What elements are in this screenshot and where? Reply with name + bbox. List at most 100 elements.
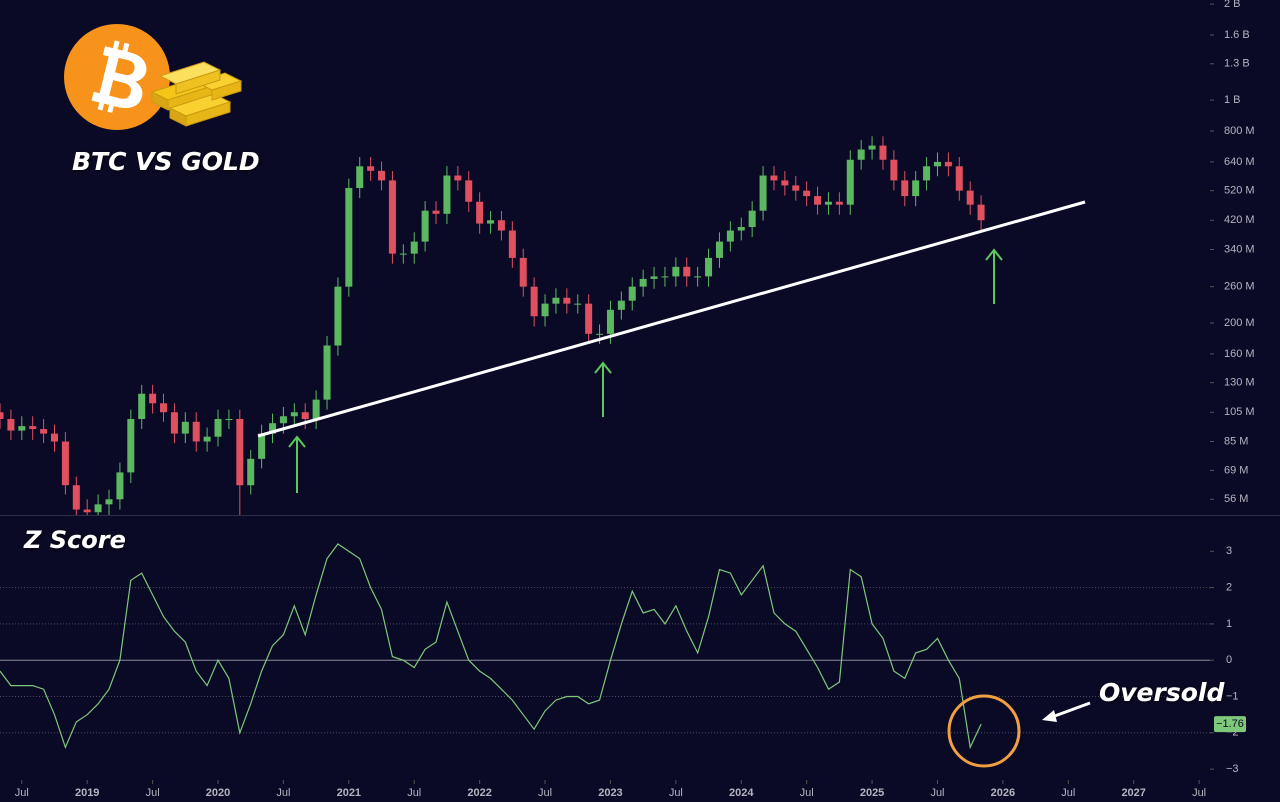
chart-title: BTC VS GOLD: [72, 147, 260, 176]
candle-body: [770, 175, 778, 181]
x-tick-label: 2027: [1121, 787, 1145, 799]
candle-body: [94, 504, 102, 513]
x-tick-label: Jul: [538, 787, 552, 799]
candle-body: [737, 226, 745, 231]
candle-body: [454, 175, 462, 181]
candle-body: [410, 241, 418, 254]
candle-body: [617, 300, 625, 310]
candle-body: [40, 429, 48, 434]
y-tick-label: 200 M: [1224, 317, 1255, 329]
x-tick-label: Jul: [407, 787, 421, 799]
y-tick-label: 800 M: [1224, 125, 1255, 137]
last-value-label: −1.76: [1216, 718, 1244, 730]
candle-body: [312, 399, 320, 419]
x-tick-label: 2022: [467, 787, 491, 799]
candle-body: [912, 180, 920, 197]
candle-body: [269, 423, 277, 434]
candle-body: [944, 161, 952, 167]
candle-body: [214, 418, 222, 437]
candle-body: [138, 393, 146, 419]
support-arrows: [288, 248, 1003, 493]
candle-body: [803, 190, 811, 197]
candle-body: [345, 188, 353, 287]
z-score-line: [0, 543, 982, 750]
candle-body: [0, 412, 4, 419]
trend-line: [257, 200, 1086, 438]
candle-body: [72, 485, 80, 510]
candle-body: [519, 257, 527, 287]
candle-body: [977, 204, 985, 221]
panel-title: Z Score: [23, 526, 126, 554]
candle-body: [748, 210, 756, 227]
candle-body: [879, 145, 887, 160]
y-tick-label: 160 M: [1224, 348, 1255, 360]
candle-body: [694, 276, 702, 278]
candle-body: [323, 345, 331, 400]
candle-body: [465, 180, 473, 202]
candle-body: [563, 297, 571, 304]
y-tick-label: 3: [1226, 545, 1232, 557]
y-tick-label: 2 B: [1224, 0, 1241, 10]
candle-body: [585, 303, 593, 334]
candle-body: [487, 220, 495, 224]
y-tick-label: 0: [1226, 654, 1232, 666]
y-tick-label: 130 M: [1224, 377, 1255, 389]
logo: [64, 24, 243, 130]
candle-body: [835, 201, 843, 205]
candle-body: [192, 421, 200, 442]
price-panel: [0, 136, 985, 515]
y-tick-label: 340 M: [1224, 243, 1255, 255]
candle-body: [923, 166, 931, 181]
candle-body: [301, 412, 309, 419]
candle-body: [857, 149, 865, 160]
y-tick-label: 69 M: [1224, 464, 1248, 476]
candle-body: [476, 201, 484, 224]
x-tick-label: 2019: [75, 787, 99, 799]
annotation: Oversold: [1099, 678, 1225, 707]
candle-body: [846, 159, 854, 205]
x-tick-label: 2023: [598, 787, 622, 799]
candle-body: [378, 170, 386, 181]
y-tick-label: 2: [1226, 582, 1232, 594]
candle-body: [824, 201, 832, 205]
candle-body: [356, 166, 364, 189]
y-tick-label: 1 B: [1224, 94, 1241, 106]
x-tick-label: 2026: [991, 787, 1015, 799]
candle-body: [181, 421, 189, 434]
candle-body: [105, 499, 113, 505]
candle-body: [116, 472, 124, 500]
candle-body: [683, 266, 691, 277]
oversold-circle: [947, 694, 1021, 768]
candle-body: [290, 412, 298, 417]
candle-body: [715, 241, 723, 258]
y-tick-label: 1: [1226, 618, 1232, 630]
candle-body: [432, 210, 440, 214]
x-tick-label: Jul: [1192, 787, 1206, 799]
candle-body: [258, 433, 266, 459]
candle-body: [955, 166, 963, 191]
candle-body: [541, 303, 549, 317]
candle-body: [966, 190, 974, 205]
y-tick-label: 640 M: [1224, 156, 1255, 168]
candle-body: [149, 393, 157, 404]
x-tick-label: 2024: [729, 787, 754, 799]
candle-body: [574, 303, 582, 305]
candle-body: [890, 159, 898, 181]
candle-body: [639, 278, 647, 287]
candle-body: [388, 180, 396, 254]
candle-body: [814, 196, 822, 205]
candle-body: [203, 436, 211, 442]
candle-body: [334, 286, 342, 346]
candle-body: [247, 458, 255, 486]
last-value-badge: [1214, 716, 1246, 733]
x-tick-label: 2020: [206, 787, 230, 799]
x-tick-label: Jul: [276, 787, 290, 799]
candle-body: [672, 266, 680, 277]
candle-body: [61, 441, 69, 486]
candle-body: [497, 220, 505, 231]
x-tick-label: 2021: [337, 787, 361, 799]
candle-body: [606, 309, 614, 334]
candle-body: [399, 253, 407, 255]
y-tick-label: 520 M: [1224, 185, 1255, 197]
